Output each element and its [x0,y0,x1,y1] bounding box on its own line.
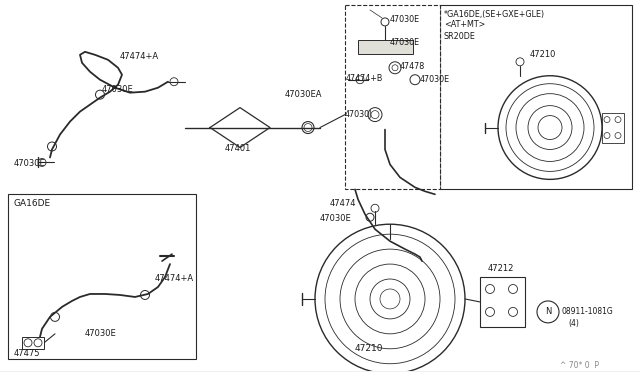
Text: 47030E: 47030E [390,15,420,24]
Bar [345,5,440,189]
Text: (4): (4) [568,319,579,328]
Text: <AT+MT>: <AT+MT> [444,20,485,29]
Text: 47030E: 47030E [320,214,352,223]
Text: 47030E: 47030E [420,75,450,84]
Text: 47030E: 47030E [102,85,134,94]
Text: 47474+B: 47474+B [346,74,383,83]
Text: 47030EA: 47030EA [285,90,323,99]
Text: 47478: 47478 [400,62,425,71]
Text: *GA16DE,(SE+GXE+GLE): *GA16DE,(SE+GXE+GLE) [444,10,545,19]
Text: 47030J: 47030J [345,110,372,119]
Text: 47212: 47212 [488,264,515,273]
Text: 08911-1081G: 08911-1081G [562,307,614,316]
Text: 47030E: 47030E [390,38,420,47]
Bar [358,40,413,54]
Bar [440,5,632,189]
Text: 47030E: 47030E [14,160,45,169]
Text: 47210: 47210 [530,50,556,59]
Text: 47475: 47475 [14,349,40,358]
Text: SR20DE: SR20DE [444,32,476,41]
Bar [602,113,624,142]
Text: 47474+A: 47474+A [120,52,159,61]
Text: N: N [545,307,551,317]
Bar [8,194,196,359]
Text: ^ 70* 0  P: ^ 70* 0 P [560,361,599,370]
Text: 47474+A: 47474+A [155,274,194,283]
Text: 47030E: 47030E [85,329,116,338]
Text: 47474: 47474 [330,199,356,208]
Text: 47210: 47210 [355,344,383,353]
Text: GA16DE: GA16DE [14,199,51,208]
Text: 47401: 47401 [225,144,252,154]
Bar [480,277,525,327]
Bar [22,337,44,349]
